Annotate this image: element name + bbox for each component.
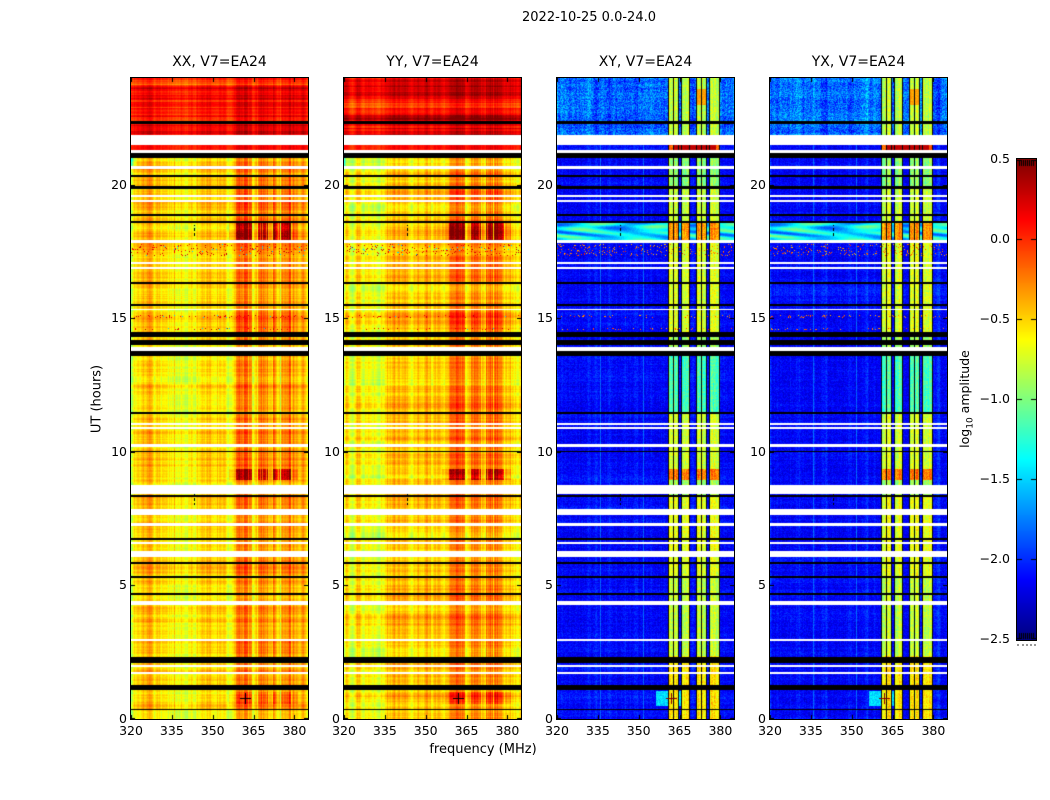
colorbar-tick-label: 0.0 bbox=[990, 231, 1010, 246]
y-tick-label: 20 bbox=[750, 176, 766, 192]
panel-title-xy: XY, V7=EA24 bbox=[598, 54, 693, 70]
x-tick-label: 320 bbox=[119, 723, 143, 738]
y-tick-label: 15 bbox=[324, 310, 340, 326]
y-tick-label: 0 bbox=[758, 711, 766, 726]
x-tick-label: 320 bbox=[332, 723, 356, 738]
y-tick-label: 15 bbox=[111, 310, 127, 326]
y-tick-label: 10 bbox=[111, 443, 127, 459]
y-tick-label: 20 bbox=[111, 176, 127, 192]
y-tick-label: 20 bbox=[537, 176, 553, 192]
y-tick-label: 5 bbox=[119, 577, 127, 593]
figure-title: 2022-10-25 0.0-24.0 bbox=[522, 10, 656, 25]
x-axis-label: frequency (MHz) bbox=[429, 742, 537, 757]
heatmap-panel-yy bbox=[343, 77, 522, 720]
colorbar-tick-label: −0.5 bbox=[979, 311, 1010, 326]
x-tick-label: 335 bbox=[585, 723, 610, 738]
x-tick-label: 350 bbox=[839, 723, 864, 738]
x-tick-label: 350 bbox=[200, 723, 225, 738]
colorbar-tick-label: 0.5 bbox=[990, 151, 1010, 166]
colorbar bbox=[1016, 158, 1037, 641]
y-tick-label: 0 bbox=[545, 711, 553, 726]
x-tick-label: 365 bbox=[880, 723, 905, 738]
colorbar-under-range-marks bbox=[1017, 644, 1036, 646]
x-tick-label: 335 bbox=[798, 723, 823, 738]
x-tick-label: 335 bbox=[372, 723, 397, 738]
x-tick-label: 380 bbox=[921, 723, 946, 738]
colorbar-tick-label: −1.0 bbox=[979, 391, 1010, 406]
y-tick-label: 10 bbox=[750, 443, 766, 459]
heatmap-panel-xx bbox=[130, 77, 309, 720]
heatmap-panel-yx bbox=[769, 77, 948, 720]
x-tick-label: 380 bbox=[708, 723, 733, 738]
x-tick-label: 380 bbox=[282, 723, 307, 738]
panel-title-xx: XX, V7=EA24 bbox=[172, 54, 267, 70]
x-tick-label: 365 bbox=[241, 723, 266, 738]
y-tick-label: 15 bbox=[537, 310, 553, 326]
y-tick-label: 0 bbox=[119, 711, 127, 726]
panel-title-yx: YX, V7=EA24 bbox=[811, 54, 906, 70]
y-tick-label: 5 bbox=[758, 577, 766, 593]
x-tick-label: 365 bbox=[454, 723, 479, 738]
panel-title-yy: YY, V7=EA24 bbox=[386, 54, 479, 70]
heatmap-panel-xy bbox=[556, 77, 735, 720]
y-tick-label: 5 bbox=[332, 577, 340, 593]
x-tick-label: 320 bbox=[758, 723, 782, 738]
colorbar-tick-label: −2.0 bbox=[979, 551, 1010, 566]
y-tick-label: 15 bbox=[750, 310, 766, 326]
colorbar-tick-label: −2.5 bbox=[979, 631, 1010, 646]
y-tick-label: 0 bbox=[332, 711, 340, 726]
x-tick-label: 350 bbox=[413, 723, 438, 738]
y-tick-label: 20 bbox=[324, 176, 340, 192]
y-tick-label: 5 bbox=[545, 577, 553, 593]
x-tick-label: 380 bbox=[495, 723, 520, 738]
x-tick-label: 320 bbox=[545, 723, 569, 738]
colorbar-tick-label: −1.5 bbox=[979, 471, 1010, 486]
y-axis-label: UT (hours) bbox=[89, 364, 105, 434]
x-tick-label: 335 bbox=[159, 723, 184, 738]
x-tick-label: 350 bbox=[626, 723, 651, 738]
x-tick-label: 365 bbox=[667, 723, 692, 738]
y-tick-label: 10 bbox=[537, 443, 553, 459]
y-tick-label: 10 bbox=[324, 443, 340, 459]
